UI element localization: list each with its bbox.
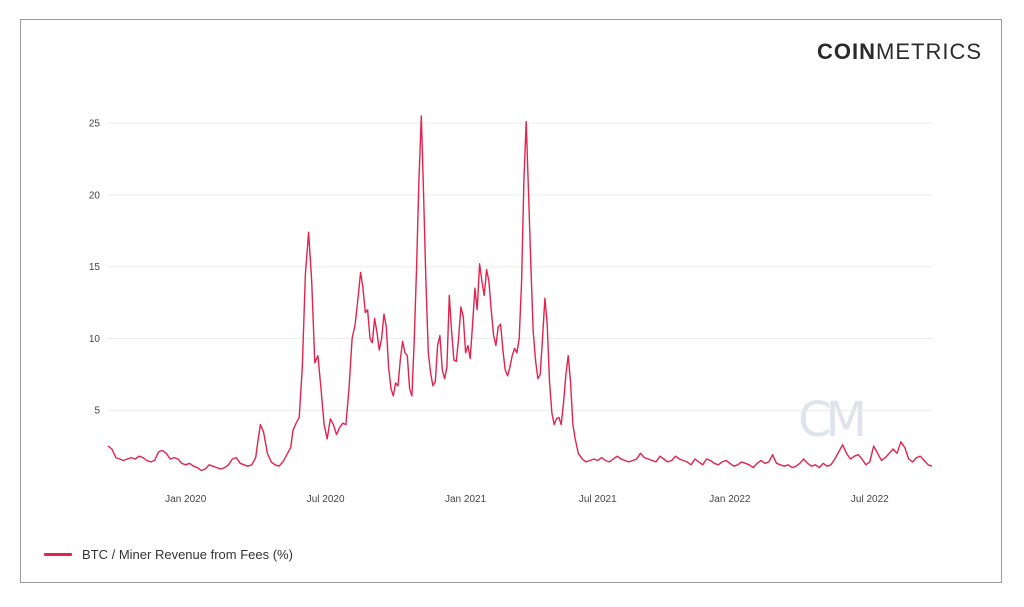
y-axis-ticks: 5 10 15 20 25 xyxy=(89,119,101,417)
chart-frame xyxy=(20,19,1002,583)
grid-lines xyxy=(108,122,932,411)
y-tick-label: 15 xyxy=(89,262,101,273)
y-tick-label: 20 xyxy=(89,190,101,201)
coinmetrics-logo: COINMETRICS xyxy=(817,39,982,65)
legend-label: BTC / Miner Revenue from Fees (%) xyxy=(82,547,293,562)
legend-swatch xyxy=(44,553,72,556)
legend[interactable]: BTC / Miner Revenue from Fees (%) xyxy=(44,547,293,562)
x-tick-label: Jan 2022 xyxy=(709,494,751,505)
x-tick-label: Jan 2020 xyxy=(165,494,207,505)
logo-light-text: METRICS xyxy=(876,39,982,64)
cm-watermark: CM xyxy=(798,392,867,448)
series-line-btc-fees[interactable] xyxy=(107,115,933,472)
y-tick-label: 10 xyxy=(89,334,101,345)
x-tick-label: Jul 2022 xyxy=(851,494,889,505)
x-tick-label: Jul 2021 xyxy=(579,494,617,505)
x-tick-label: Jul 2020 xyxy=(307,494,345,505)
y-tick-label: 25 xyxy=(89,119,101,130)
logo-bold-text: COIN xyxy=(817,39,876,64)
x-tick-label: Jan 2021 xyxy=(445,494,487,505)
x-axis-ticks: Jan 2020 Jul 2020 Jan 2021 Jul 2021 Jan 2022… xyxy=(165,494,889,505)
y-tick-label: 5 xyxy=(94,406,100,417)
